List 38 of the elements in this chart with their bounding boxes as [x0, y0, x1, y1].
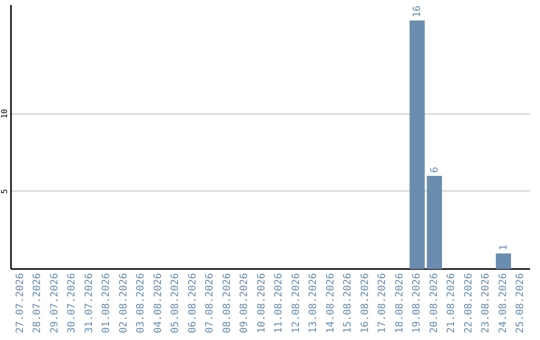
x-tick-label: 12.08.2026 — [290, 273, 302, 334]
x-tick-label: 04.08.2026 — [152, 273, 164, 334]
x-tick-label: 08.08.2026 — [222, 273, 233, 334]
x-tick-label: 16.08.2026 — [360, 273, 371, 334]
x-tick-label: 27.07.2026 — [14, 273, 26, 334]
y-tick-label: 5 — [0, 188, 9, 194]
data-label: 16 — [412, 5, 424, 18]
x-tick-label: 28.07.2026 — [32, 273, 44, 334]
bar — [410, 20, 425, 269]
x-tick-label: 07.08.2026 — [204, 273, 216, 334]
x-tick-label: 14.08.2026 — [325, 273, 336, 334]
x-tick-label: 13.08.2026 — [308, 273, 320, 334]
x-tick-label: 05.08.2026 — [170, 273, 182, 334]
x-tick-label: 10.08.2026 — [256, 273, 268, 334]
x-tick-label: 15.08.2026 — [342, 273, 354, 334]
x-tick-label: 21.08.2026 — [446, 273, 458, 334]
x-tick-label: 31.07.2026 — [84, 273, 95, 334]
x-tick-label: 02.08.2026 — [118, 273, 130, 334]
x-tick-label: 24.08.2026 — [498, 273, 509, 334]
x-tick-label: 20.08.2026 — [428, 273, 440, 334]
x-tick-label: 17.08.2026 — [377, 273, 388, 334]
x-tick-label: 22.08.2026 — [463, 273, 474, 334]
x-tick-label: 03.08.2026 — [136, 273, 147, 334]
data-label: 1 — [498, 244, 510, 250]
x-tick-label: 25.08.2026 — [515, 273, 526, 334]
x-tick-label: 30.07.2026 — [66, 273, 78, 334]
x-tick-label: 01.08.2026 — [101, 273, 112, 334]
x-tick-label: 09.08.2026 — [239, 273, 250, 334]
x-tick-label: 19.08.2026 — [412, 273, 423, 334]
x-tick-label: 11.08.2026 — [274, 273, 285, 334]
bar — [426, 176, 442, 269]
x-tick-label: 18.08.2026 — [394, 273, 406, 334]
x-tick-label: 06.08.2026 — [187, 273, 198, 334]
y-tick-label: 10 — [0, 108, 9, 119]
data-label: 6 — [429, 166, 440, 173]
x-tick-label: 29.07.2026 — [49, 273, 60, 334]
x-tick-label: 23.08.2026 — [480, 273, 492, 334]
bar — [496, 253, 512, 269]
